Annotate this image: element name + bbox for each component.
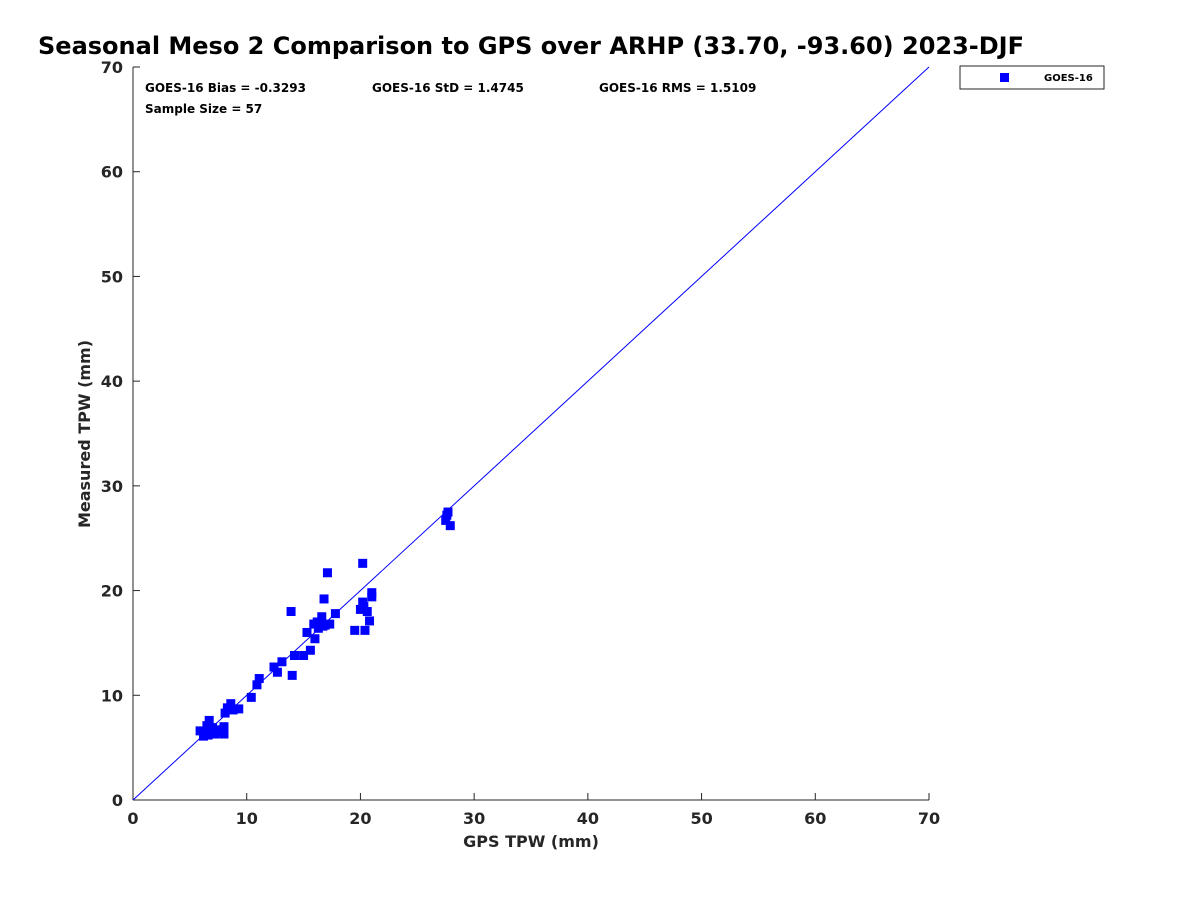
data-point bbox=[269, 662, 279, 672]
x-tick-label: 0 bbox=[127, 809, 138, 828]
data-point bbox=[320, 620, 330, 630]
legend-marker bbox=[1000, 73, 1009, 82]
data-point bbox=[277, 657, 287, 667]
data-point bbox=[254, 674, 264, 684]
data-point bbox=[360, 625, 370, 635]
y-tick-label: 40 bbox=[101, 372, 123, 391]
x-tick-label: 10 bbox=[236, 809, 258, 828]
data-point bbox=[305, 645, 315, 655]
data-point bbox=[222, 703, 232, 713]
y-tick-label: 0 bbox=[112, 791, 123, 810]
data-point bbox=[445, 521, 455, 531]
x-axis-label: GPS TPW (mm) bbox=[463, 832, 599, 851]
y-ticks: 0 10 20 30 40 50 60 70 bbox=[101, 58, 140, 810]
legend: GOES-16 bbox=[959, 65, 1105, 90]
legend-label: GOES-16 bbox=[1044, 73, 1093, 84]
data-point bbox=[312, 617, 322, 627]
y-tick-label: 60 bbox=[101, 163, 123, 182]
data-point bbox=[359, 601, 369, 611]
data-point bbox=[330, 609, 340, 619]
data-point bbox=[219, 729, 229, 739]
data-point bbox=[246, 692, 256, 702]
data-point bbox=[350, 625, 360, 635]
data-point bbox=[325, 619, 335, 629]
data-point bbox=[286, 607, 296, 617]
data-point bbox=[228, 705, 238, 715]
data-point bbox=[367, 588, 377, 598]
data-point bbox=[204, 715, 214, 725]
data-point bbox=[195, 726, 205, 736]
y-tick-label: 20 bbox=[101, 582, 123, 601]
y-tick-label: 30 bbox=[101, 477, 123, 496]
data-point bbox=[206, 723, 216, 733]
x-ticks: 0 10 20 30 40 50 60 70 bbox=[127, 793, 940, 828]
data-point bbox=[322, 568, 332, 578]
data-point bbox=[220, 708, 230, 718]
data-point bbox=[313, 623, 323, 633]
data-point bbox=[317, 612, 327, 622]
data-point bbox=[202, 721, 212, 731]
data-point bbox=[358, 558, 368, 568]
data-point bbox=[441, 515, 451, 525]
x-tick-label: 70 bbox=[918, 809, 940, 828]
data-point bbox=[252, 680, 262, 690]
y-tick-label: 10 bbox=[101, 686, 123, 705]
data-point bbox=[310, 634, 320, 644]
data-point bbox=[272, 667, 282, 677]
data-point bbox=[287, 670, 297, 680]
data-point bbox=[211, 725, 221, 735]
data-point bbox=[365, 616, 375, 626]
y-tick-label: 50 bbox=[101, 267, 123, 286]
x-tick-label: 30 bbox=[463, 809, 485, 828]
bias-stat: GOES-16 Bias = -0.3293 bbox=[145, 81, 306, 95]
x-tick-label: 40 bbox=[577, 809, 599, 828]
x-tick-label: 60 bbox=[804, 809, 826, 828]
data-point bbox=[219, 722, 229, 732]
one-to-one-line bbox=[132, 66, 930, 801]
chart-title: Seasonal Meso 2 Comparison to GPS over A… bbox=[38, 32, 1024, 60]
x-tick-label: 50 bbox=[690, 809, 712, 828]
sample-size-stat: Sample Size = 57 bbox=[145, 102, 262, 116]
data-point bbox=[234, 704, 244, 714]
legend-box bbox=[959, 65, 1105, 90]
data-point bbox=[289, 650, 299, 660]
data-point bbox=[319, 594, 329, 604]
plot-axes bbox=[132, 67, 929, 801]
data-points bbox=[195, 507, 455, 741]
data-point bbox=[299, 650, 309, 660]
std-stat: GOES-16 StD = 1.4745 bbox=[372, 81, 524, 95]
x-tick-label: 20 bbox=[349, 809, 371, 828]
rms-stat: GOES-16 RMS = 1.5109 bbox=[599, 81, 756, 95]
data-point bbox=[443, 507, 453, 517]
y-axis-label: Measured TPW (mm) bbox=[75, 340, 94, 528]
data-point bbox=[302, 627, 312, 637]
data-point bbox=[362, 607, 372, 617]
y-tick-label: 70 bbox=[101, 58, 123, 77]
